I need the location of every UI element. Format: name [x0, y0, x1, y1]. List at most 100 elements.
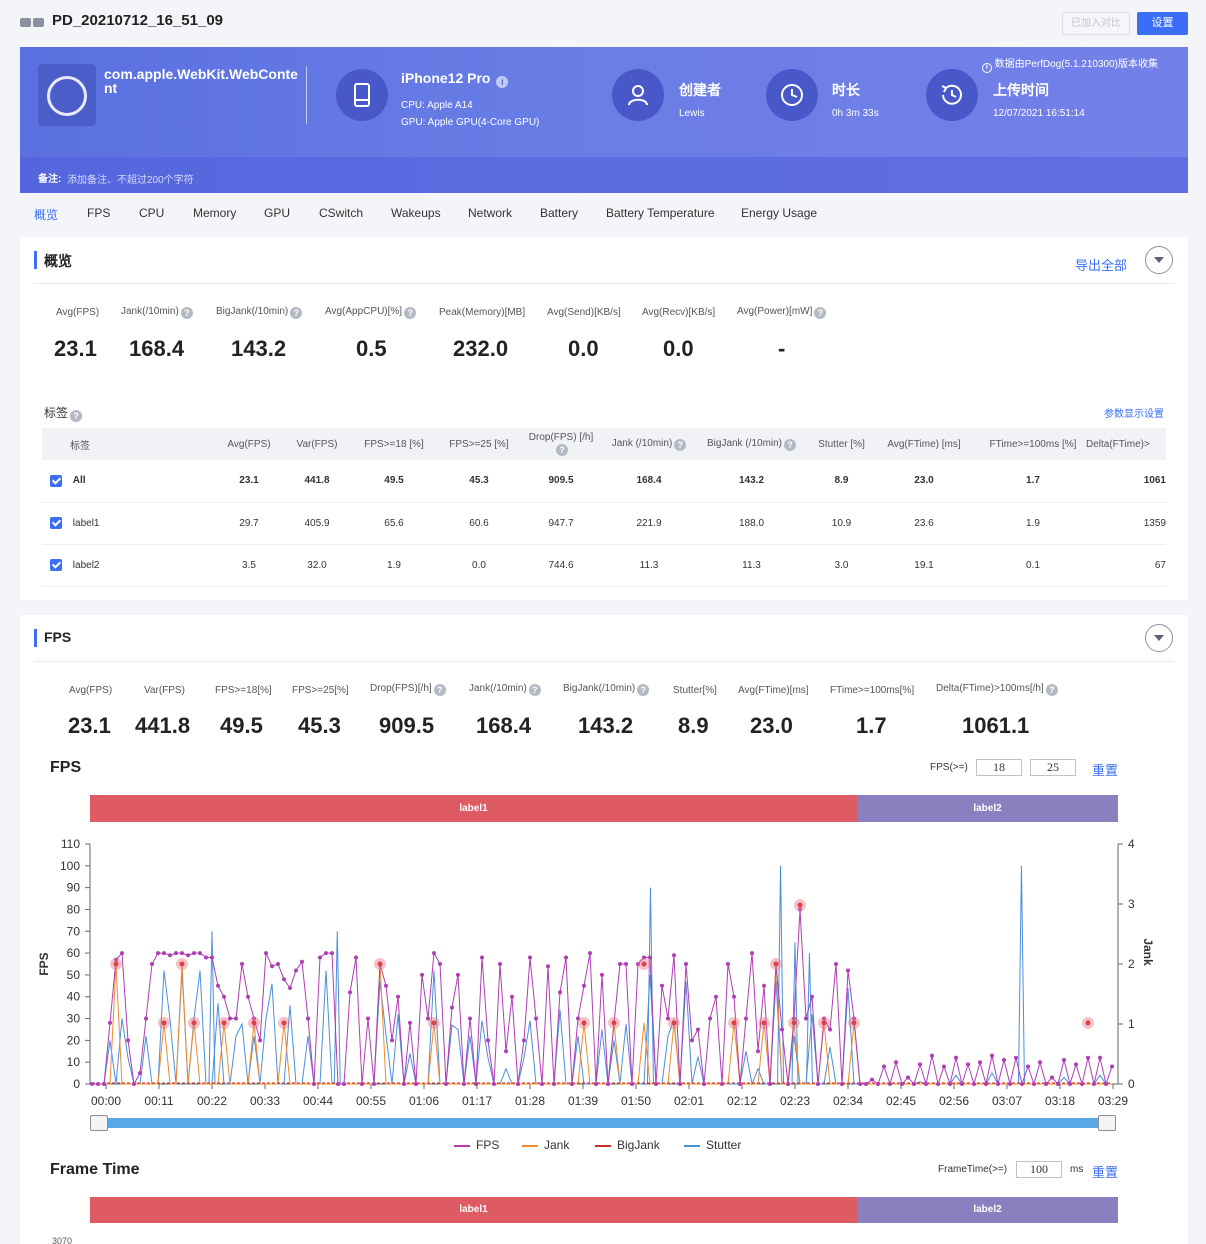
- col-ftime-100[interactable]: FTime>=100ms [%]: [980, 428, 1086, 460]
- fps-point: [504, 1049, 508, 1054]
- metric-value: 45.3: [298, 713, 341, 738]
- tab-energy-usage[interactable]: Energy Usage: [741, 206, 818, 220]
- frametime-threshold-input[interactable]: 100: [1016, 1161, 1062, 1178]
- col-stutter[interactable]: Stutter [%]: [815, 428, 868, 460]
- help-icon[interactable]: ?: [1045, 684, 1058, 696]
- tab-wakeups[interactable]: Wakeups: [391, 206, 441, 220]
- frametime-reset-button[interactable]: 重置: [1092, 1165, 1119, 1180]
- y-tick-label: 40: [67, 990, 81, 1004]
- col-delta-ftime[interactable]: Delta(FTime)>: [1086, 428, 1166, 460]
- fps-threshold-18-input[interactable]: 18: [976, 759, 1022, 776]
- fps-point: [1068, 1082, 1072, 1086]
- help-icon[interactable]: ?: [70, 410, 83, 422]
- fps-point: [576, 1016, 580, 1021]
- tab-fps[interactable]: FPS: [87, 206, 111, 220]
- cell: 221.9: [610, 502, 688, 545]
- fps-point: [336, 1082, 340, 1086]
- slider-handle-right[interactable]: [1098, 1115, 1116, 1131]
- tab-battery-temperature[interactable]: Battery Temperature: [606, 206, 715, 220]
- help-icon[interactable]: ?: [290, 307, 303, 319]
- overview-card: 概览 导出全部 Avg(FPS) 23.1 Jank(/10min)? 168.…: [20, 237, 1188, 600]
- frametime-label1-band[interactable]: label1: [90, 1197, 857, 1223]
- fps-point: [180, 951, 184, 956]
- frametime-label2-band[interactable]: label2: [857, 1197, 1118, 1223]
- cell: 405.9: [292, 502, 342, 545]
- legend-stutter[interactable]: Stutter: [684, 1138, 741, 1152]
- fps-point: [714, 994, 718, 999]
- time-range-slider[interactable]: [90, 1115, 1118, 1131]
- col-fps-18[interactable]: FPS>=18 [%]: [342, 428, 446, 460]
- col-jank[interactable]: Jank (/10min)?: [610, 428, 688, 460]
- metric-label: Avg(Power)[mW]?: [737, 306, 827, 319]
- metric-label: Avg(AppCPU)[%]?: [325, 306, 417, 319]
- help-icon[interactable]: ?: [814, 307, 827, 319]
- col-bigjank[interactable]: BigJank (/10min)?: [688, 428, 815, 460]
- col-avg-ftime[interactable]: Avg(FTime) [ms]: [868, 428, 980, 460]
- legend-jank[interactable]: Jank: [522, 1138, 569, 1152]
- tab-battery[interactable]: Battery: [540, 206, 579, 220]
- x-tick-label: 02:23: [780, 1094, 810, 1108]
- legend-bigjank[interactable]: BigJank: [595, 1138, 660, 1152]
- y-tick-label: 20: [67, 1033, 81, 1047]
- info-icon[interactable]: i: [496, 76, 509, 88]
- settings-button[interactable]: 设置: [1137, 12, 1188, 35]
- collapse-icon[interactable]: [1145, 246, 1173, 274]
- help-icon[interactable]: ?: [180, 307, 193, 319]
- fps-point: [1098, 1055, 1102, 1060]
- link-icon[interactable]: [33, 18, 44, 27]
- fps-point: [216, 983, 220, 988]
- fps-point: [144, 1016, 148, 1021]
- fps-reset-button[interactable]: 重置: [1092, 763, 1119, 778]
- tab-gpu[interactable]: GPU: [264, 206, 291, 220]
- help-icon[interactable]: ?: [674, 438, 687, 451]
- slider-track[interactable]: [100, 1118, 1108, 1128]
- row-checkbox[interactable]: [50, 474, 62, 487]
- tab-overview[interactable]: 概览: [34, 208, 59, 222]
- y-tick-label: 60: [67, 946, 81, 960]
- fps-point: [780, 1027, 784, 1032]
- fps-point: [390, 1038, 394, 1043]
- duration-value: 0h 3m 33s: [832, 108, 879, 119]
- help-icon[interactable]: ?: [404, 307, 417, 319]
- frametime-axis-tick: 3070: [52, 1236, 73, 1244]
- label1-band[interactable]: label1: [90, 795, 857, 822]
- fps-point: [456, 972, 460, 977]
- tab-cpu[interactable]: CPU: [139, 206, 165, 220]
- fps-point: [342, 1082, 346, 1086]
- fps-point: [738, 1082, 742, 1086]
- fps-threshold-25-input[interactable]: 25: [1030, 759, 1076, 776]
- help-icon[interactable]: ?: [784, 438, 797, 451]
- x-tick-label: 01:50: [621, 1094, 651, 1108]
- col-var-fps[interactable]: Var(FPS): [292, 428, 342, 460]
- fps-point: [696, 1027, 700, 1032]
- jank-marker-dot: [251, 1020, 257, 1026]
- tab-network[interactable]: Network: [468, 206, 513, 220]
- fps-point: [804, 1016, 808, 1021]
- help-icon[interactable]: ?: [637, 684, 650, 696]
- legend-fps[interactable]: FPS: [454, 1138, 499, 1152]
- label2-band[interactable]: label2: [857, 795, 1118, 822]
- export-all-link[interactable]: 导出全部: [1075, 258, 1128, 273]
- cell: 23.6: [868, 502, 980, 545]
- help-icon[interactable]: ?: [528, 684, 541, 696]
- col-avg-fps[interactable]: Avg(FPS): [206, 428, 292, 460]
- row-checkbox[interactable]: [50, 559, 62, 571]
- col-drop-fps[interactable]: Drop(FPS) [/h]?: [512, 428, 610, 460]
- y2-tick-label: 4: [1128, 837, 1135, 851]
- remark-input[interactable]: 添加备注、不超过200个字符: [67, 175, 194, 186]
- fps-point: [918, 1062, 922, 1067]
- fps-point: [414, 1082, 418, 1086]
- collapse-icon[interactable]: [1145, 624, 1173, 652]
- param-settings-link[interactable]: 参数显示设置: [1104, 409, 1164, 420]
- col-fps-25[interactable]: FPS>=25 [%]: [446, 428, 512, 460]
- tab-memory[interactable]: Memory: [193, 206, 237, 220]
- slider-handle-left[interactable]: [90, 1115, 108, 1131]
- help-icon[interactable]: ?: [556, 444, 568, 456]
- help-icon[interactable]: ?: [433, 684, 446, 696]
- row-checkbox[interactable]: [50, 517, 62, 529]
- tab-cswitch[interactable]: CSwitch: [319, 206, 364, 220]
- label-cell: label1: [42, 502, 206, 545]
- add-compare-button[interactable]: 已加入对比: [1062, 12, 1130, 35]
- share-icon[interactable]: [20, 18, 31, 27]
